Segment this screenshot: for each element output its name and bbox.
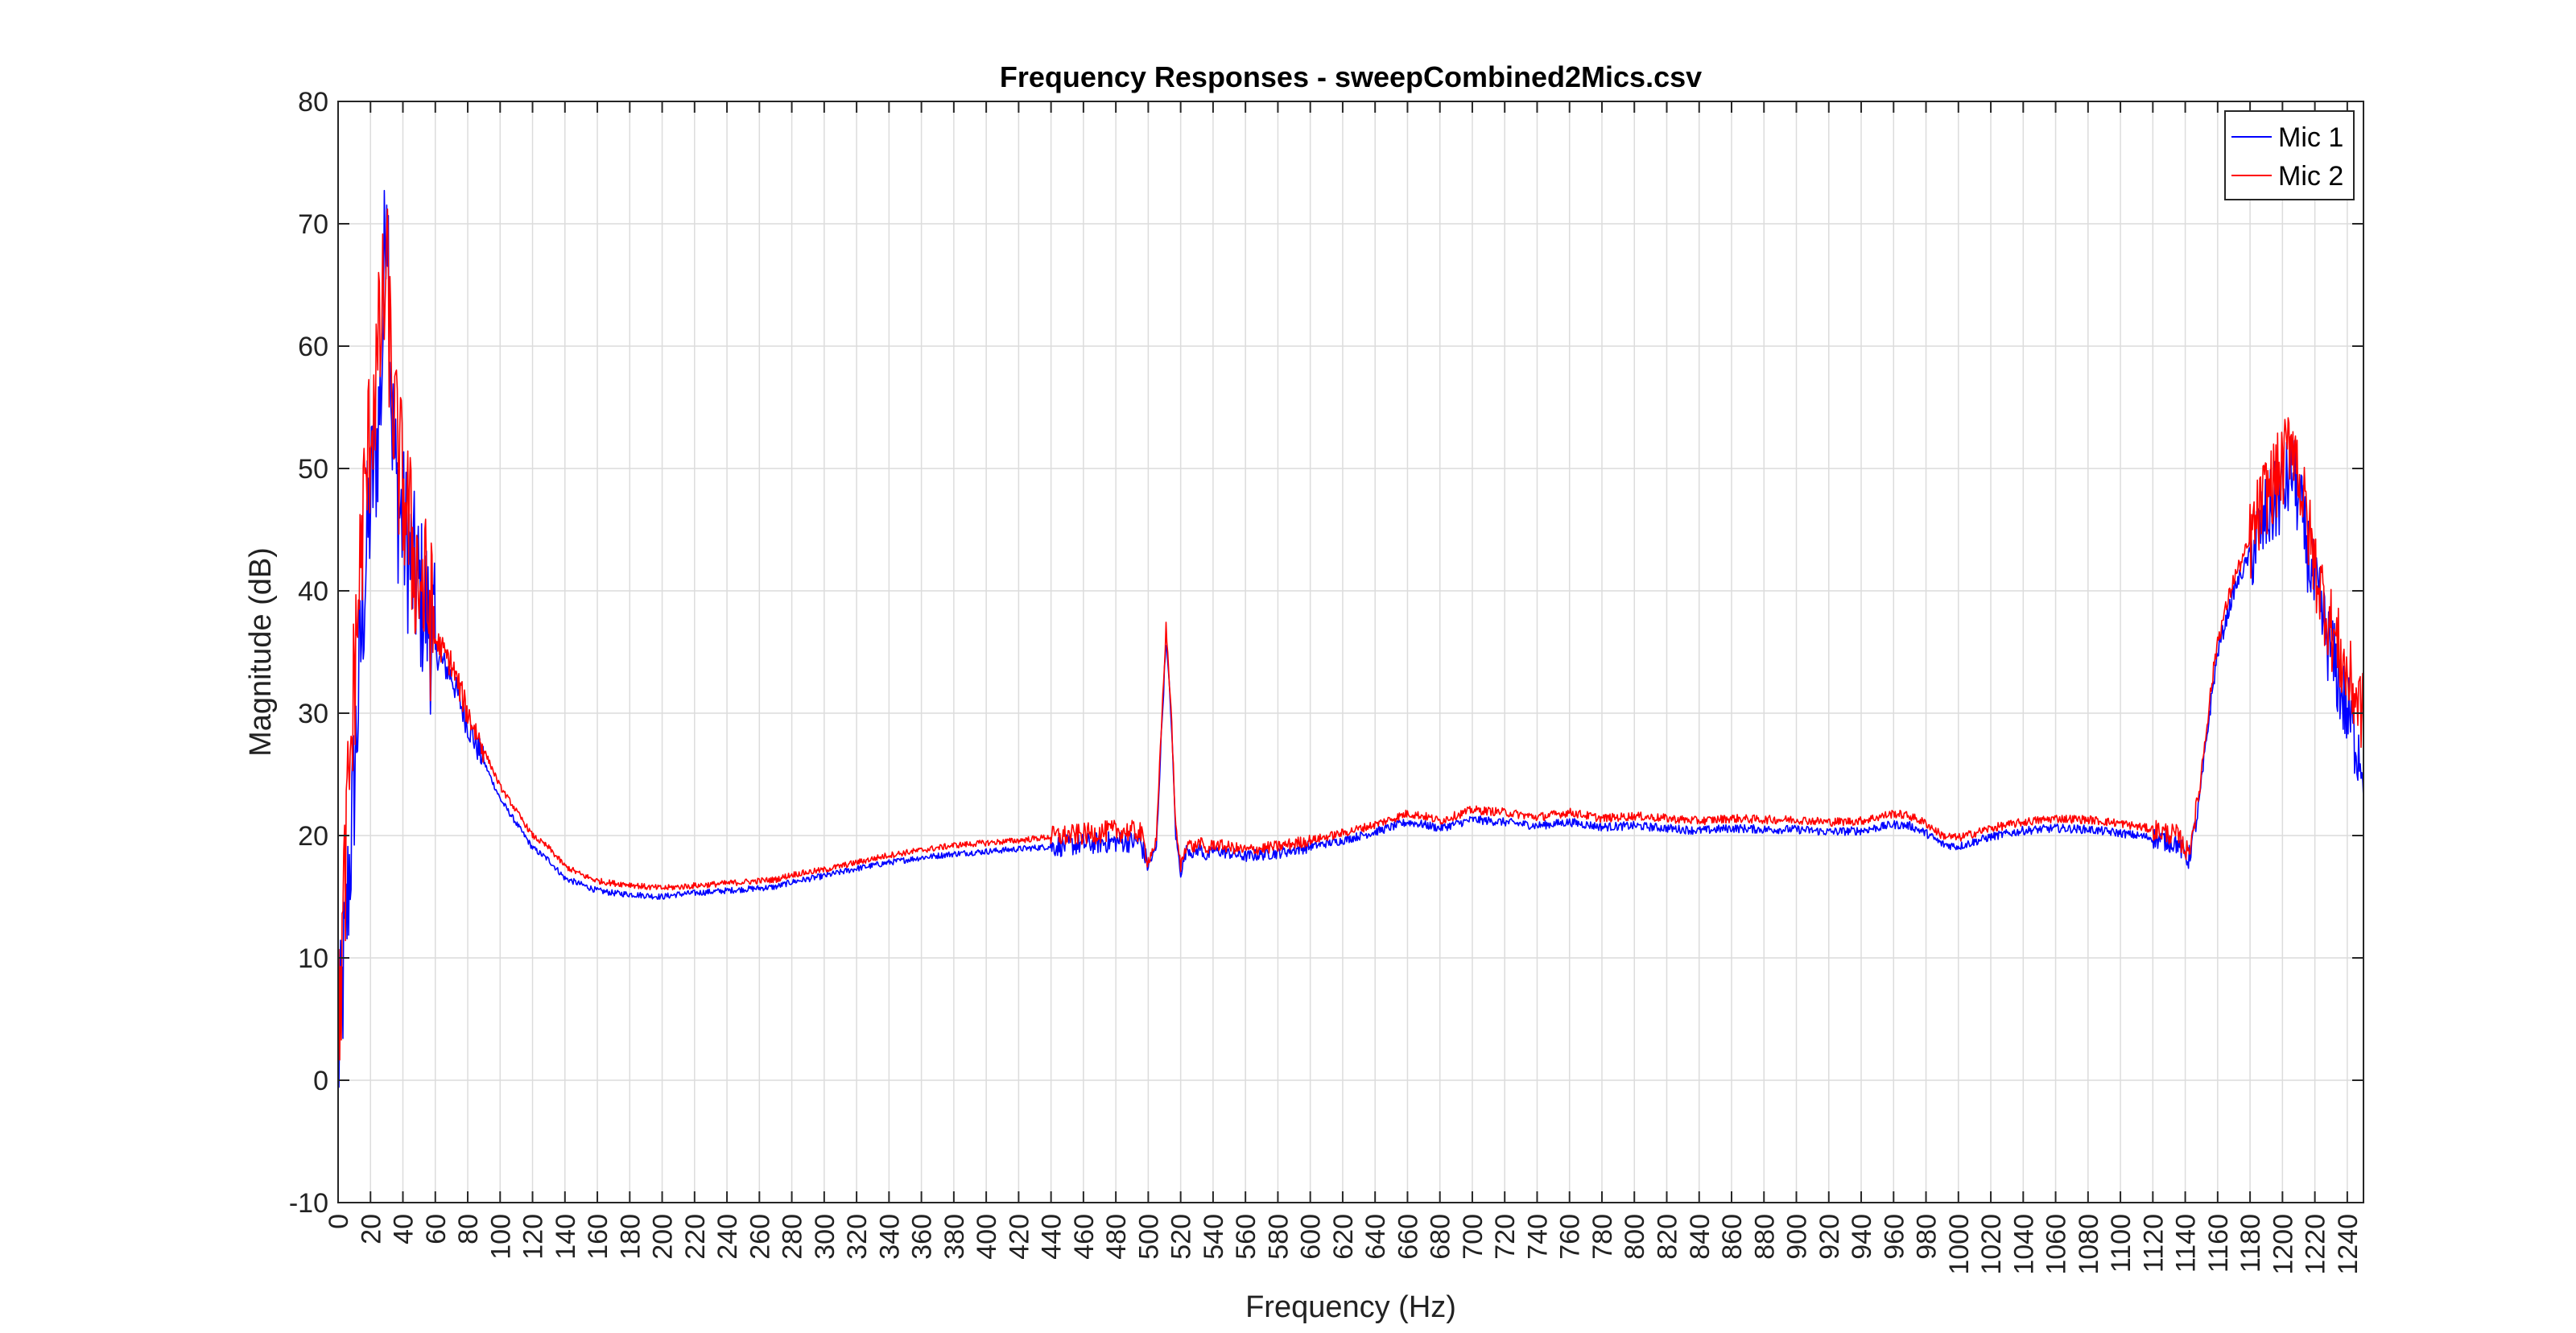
x-tick-label: 1080 bbox=[2074, 1214, 2104, 1275]
x-tick-label: 1040 bbox=[2008, 1214, 2039, 1275]
x-tick-label: 20 bbox=[356, 1214, 386, 1244]
x-tick-label: 580 bbox=[1263, 1214, 1294, 1260]
series-line-1 bbox=[337, 189, 2364, 1088]
x-tick-label: 160 bbox=[583, 1214, 613, 1260]
x-tick-label: 240 bbox=[712, 1214, 743, 1260]
x-tick-label: 880 bbox=[1749, 1214, 1780, 1260]
x-tick-label: 1160 bbox=[2203, 1214, 2234, 1273]
x-tick-label: 1200 bbox=[2268, 1214, 2298, 1275]
x-tick-label: 260 bbox=[745, 1214, 775, 1260]
x-tick-label: 980 bbox=[1912, 1214, 1942, 1260]
x-tick-label: 560 bbox=[1231, 1214, 1261, 1260]
x-tick-label: 400 bbox=[972, 1214, 1002, 1260]
x-tick-label: 620 bbox=[1328, 1214, 1359, 1260]
x-tick-label: 100 bbox=[485, 1214, 516, 1260]
x-tick-label: 920 bbox=[1814, 1214, 1845, 1260]
x-tick-label: 500 bbox=[1133, 1214, 1164, 1260]
series-layer bbox=[337, 189, 2364, 1088]
y-tick-label: 0 bbox=[313, 1066, 328, 1096]
plot-area bbox=[338, 101, 2363, 1203]
x-tick-label: 940 bbox=[1847, 1214, 1877, 1260]
x-tick-label: 40 bbox=[389, 1214, 419, 1244]
x-tick-label: 720 bbox=[1490, 1214, 1521, 1260]
x-tick-label: 220 bbox=[680, 1214, 711, 1260]
x-tick-label: 120 bbox=[518, 1214, 549, 1260]
x-tick-label: 840 bbox=[1685, 1214, 1715, 1260]
x-tick-label: 640 bbox=[1360, 1214, 1391, 1260]
legend-box bbox=[2224, 110, 2355, 200]
x-tick-label: 660 bbox=[1393, 1214, 1423, 1260]
legend: Mic 1 Mic 2 bbox=[2224, 110, 2355, 200]
x-tick-label: 900 bbox=[1782, 1214, 1813, 1260]
x-tick-label: 740 bbox=[1522, 1214, 1553, 1260]
x-tick-label: 540 bbox=[1199, 1214, 1229, 1260]
x-tick-label: 680 bbox=[1426, 1214, 1456, 1260]
legend-entry-mic-2: Mic 2 bbox=[2278, 161, 2343, 192]
x-tick-label: 1240 bbox=[2333, 1214, 2363, 1275]
x-tick-label: 760 bbox=[1555, 1214, 1586, 1260]
x-axis: 0 20 40 60 80 100 120 140 160 180 200 220 240 260 280 3… bbox=[324, 101, 2363, 1275]
x-tick-label: 280 bbox=[778, 1214, 808, 1260]
y-tick-label: 30 bbox=[298, 699, 328, 729]
chart-title: Frequency Responses - sweepCombined2Mics… bbox=[1000, 60, 1702, 93]
x-tick-label: 1180 bbox=[2235, 1214, 2266, 1273]
x-tick-label: 700 bbox=[1458, 1214, 1488, 1260]
y-tick-label: 10 bbox=[298, 943, 328, 974]
x-tick-label: 1060 bbox=[2041, 1214, 2072, 1275]
x-tick-label: 1100 bbox=[2106, 1214, 2136, 1273]
series-line-2 bbox=[337, 208, 2364, 1061]
y-axis-label: Magnitude (dB) bbox=[244, 547, 278, 757]
x-tick-label: 180 bbox=[615, 1214, 646, 1260]
x-tick-label: 520 bbox=[1166, 1214, 1197, 1260]
y-tick-label: 50 bbox=[298, 454, 328, 485]
x-tick-label: 1120 bbox=[2138, 1214, 2169, 1273]
x-tick-label: 360 bbox=[907, 1214, 938, 1260]
x-tick-label: 340 bbox=[874, 1214, 905, 1260]
x-tick-label: 800 bbox=[1620, 1214, 1650, 1260]
y-tick-label: 40 bbox=[298, 576, 328, 607]
y-axis: -10 0 10 20 30 40 50 60 70 80 bbox=[289, 87, 2363, 1219]
x-tick-label: 320 bbox=[842, 1214, 873, 1260]
y-tick-label: 20 bbox=[298, 821, 328, 852]
x-tick-label: 420 bbox=[1004, 1214, 1034, 1260]
x-tick-label: 60 bbox=[421, 1214, 452, 1244]
y-tick-label: 70 bbox=[298, 209, 328, 240]
x-tick-label: 600 bbox=[1296, 1214, 1327, 1260]
x-tick-label: 140 bbox=[551, 1214, 581, 1260]
y-tick-label: 80 bbox=[298, 87, 328, 118]
x-tick-label: 80 bbox=[453, 1214, 484, 1244]
grid-lines bbox=[337, 101, 2363, 1203]
x-tick-label: 820 bbox=[1652, 1214, 1682, 1260]
y-tick-label: 60 bbox=[298, 332, 328, 362]
x-tick-label: 440 bbox=[1037, 1214, 1067, 1260]
x-tick-label: 960 bbox=[1879, 1214, 1909, 1260]
x-axis-label: Frequency (Hz) bbox=[1245, 1290, 1456, 1324]
x-tick-label: 480 bbox=[1101, 1214, 1132, 1260]
x-tick-label: 300 bbox=[810, 1214, 840, 1260]
x-tick-label: 860 bbox=[1717, 1214, 1748, 1260]
x-tick-label: 380 bbox=[939, 1214, 970, 1260]
x-tick-label: 1220 bbox=[2301, 1214, 2331, 1275]
x-tick-label: 200 bbox=[648, 1214, 679, 1260]
x-tick-label: 1020 bbox=[1976, 1214, 2007, 1275]
axes-box bbox=[337, 101, 2364, 1203]
x-tick-label: 780 bbox=[1587, 1214, 1618, 1260]
x-tick-label: 460 bbox=[1069, 1214, 1100, 1260]
x-tick-label: 0 bbox=[324, 1214, 354, 1229]
x-tick-label: 1000 bbox=[1944, 1214, 1975, 1275]
legend-entry-mic-1: Mic 1 bbox=[2278, 122, 2343, 153]
y-tick-label: -10 bbox=[289, 1188, 328, 1219]
x-tick-label: 1140 bbox=[2171, 1214, 2202, 1273]
